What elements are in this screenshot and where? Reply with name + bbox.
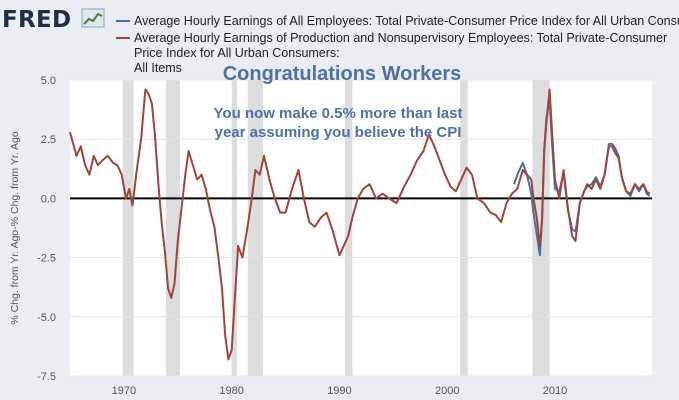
recession-band [231,80,238,376]
legend-label-cpi: Average Hourly Earnings of All Employees… [134,14,679,28]
legend-label-prod: Average Hourly Earnings of Production an… [134,31,671,75]
y-tick-label: -7.5 [37,371,56,383]
fred-logo-text: FRED [2,7,71,33]
series-line-prod [69,88,651,361]
fred-logo[interactable]: FRED [2,7,105,33]
y-tick-labels: 5.0 2.5 0.0 -2.5 -5.0 -7.5 [37,75,56,383]
x-tick-label: 2010 [543,385,567,397]
x-tick-label: 1980 [219,385,243,397]
y-tick-label: 0.0 [41,193,56,205]
x-tick-label: 1990 [327,385,351,397]
recession-band [344,80,353,376]
annotation-line-1: You now make 0.5% more than last [214,105,463,122]
recession-band [460,80,468,376]
recession-band [122,80,134,376]
x-tick-label: 1970 [112,385,136,397]
y-tick-label: -2.5 [37,253,56,265]
recession-band [165,80,180,376]
annotation-title: Congratulations Workers [223,63,462,85]
y-gridlines [70,79,652,377]
recession-band [247,80,263,376]
x-tick-labels: 1970 1980 1990 2000 2010 [112,385,568,397]
y-axis-label: % Chg. from Yr. Ago-% Chg. from Yr. Ago [9,131,21,325]
line-chart-icon [81,8,105,28]
y-tick-label: -5.0 [37,312,56,324]
annotation-line-2: year assuming you believe the CPI [215,124,462,141]
y-tick-label: 5.0 [41,75,56,87]
legend: Average Hourly Earnings of All Employees… [116,14,679,75]
x-tick-label: 2000 [435,385,459,397]
series-lines [69,88,651,361]
y-tick-label: 2.5 [41,134,56,146]
